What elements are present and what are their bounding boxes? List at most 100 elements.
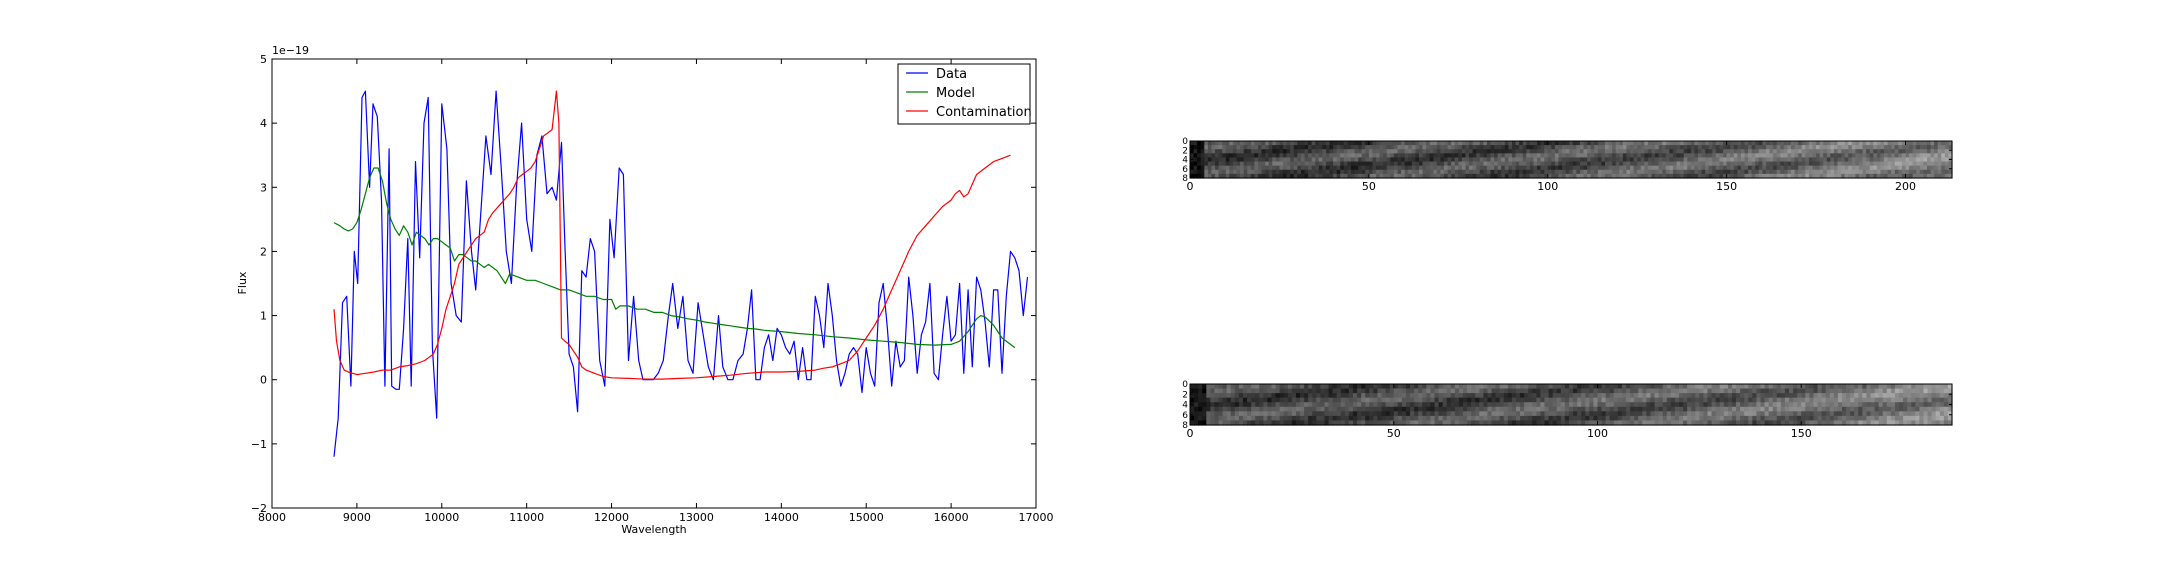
heatmap-cell bbox=[1204, 153, 1209, 159]
heatmap-cell bbox=[1537, 141, 1542, 146]
heatmap-cell bbox=[1275, 393, 1281, 399]
heatmap-cell bbox=[1562, 141, 1567, 146]
heatmap-cell bbox=[1190, 384, 1195, 390]
heatmap-cell bbox=[1583, 149, 1588, 154]
heatmap-cell bbox=[1593, 411, 1599, 417]
heatmap-cell bbox=[1647, 153, 1653, 159]
heatmap-cell bbox=[1379, 161, 1384, 167]
heatmap-cell bbox=[1383, 169, 1388, 175]
heatmap-cell bbox=[1293, 165, 1298, 171]
heatmap-cell bbox=[1837, 397, 1843, 403]
heatmap-cell bbox=[1615, 145, 1620, 150]
heatmap-cell bbox=[1236, 149, 1241, 154]
heatmap-cell bbox=[1544, 165, 1549, 171]
heatmap-cell bbox=[1736, 406, 1741, 412]
heatmap-cell bbox=[1733, 157, 1738, 163]
heatmap-cell bbox=[1515, 149, 1520, 154]
heatmap-cell bbox=[1830, 149, 1835, 154]
heatmap-cell bbox=[1748, 169, 1753, 175]
heatmap-cell bbox=[1794, 161, 1799, 167]
heatmap-cell bbox=[1808, 145, 1814, 150]
heatmap-cell bbox=[1638, 397, 1643, 403]
heatmap-cell bbox=[1870, 393, 1876, 399]
heatmap-cell bbox=[1662, 157, 1667, 163]
heatmap-cell bbox=[1261, 157, 1266, 163]
heatmap-cell bbox=[1532, 406, 1537, 412]
heatmap-cell bbox=[1760, 384, 1766, 390]
heatmap-cell bbox=[1873, 161, 1878, 167]
heatmap-cell bbox=[1707, 411, 1713, 417]
heatmap-cell bbox=[1344, 384, 1350, 390]
heatmap-cell bbox=[1687, 384, 1692, 390]
heatmap-cell bbox=[1265, 169, 1270, 175]
heatmap-cell bbox=[1821, 420, 1827, 426]
heatmap-cell bbox=[1222, 397, 1228, 403]
heatmap-cell bbox=[1211, 157, 1216, 163]
heatmap-cell bbox=[1504, 141, 1509, 146]
heatmap-cell bbox=[1247, 161, 1252, 167]
heatmap-cell bbox=[1736, 397, 1741, 403]
heatmap-cell bbox=[1347, 153, 1352, 159]
heatmap-cell bbox=[1719, 388, 1725, 394]
heatmap-cell bbox=[1377, 388, 1383, 394]
heatmap-cell bbox=[1336, 157, 1341, 163]
heatmap-cell bbox=[1715, 411, 1721, 417]
heatmap-cell bbox=[1254, 145, 1259, 150]
heatmap-cell bbox=[1846, 411, 1851, 417]
heatmap-cell bbox=[1912, 173, 1917, 179]
heatmap-cell bbox=[1719, 397, 1725, 403]
heatmap-cell bbox=[1524, 397, 1529, 403]
heatmap-cell bbox=[1503, 388, 1509, 394]
heatmap-cell bbox=[1608, 141, 1613, 146]
heatmap-cell bbox=[1608, 173, 1613, 179]
heatmap-cell bbox=[1393, 406, 1399, 412]
heatmap-cell bbox=[1665, 165, 1670, 171]
heatmap-cell bbox=[1784, 393, 1790, 399]
heatmap-cell bbox=[1698, 153, 1703, 159]
heatmap-cell bbox=[1791, 141, 1796, 146]
heatmap-cell bbox=[1515, 420, 1521, 426]
heatmap-cell bbox=[1787, 169, 1792, 175]
heatmap-cell bbox=[1204, 165, 1209, 171]
heatmap-cell bbox=[1776, 384, 1782, 390]
heatmap-cell bbox=[1568, 397, 1574, 403]
heatmap-cell bbox=[1376, 161, 1381, 167]
heatmap-cell bbox=[1438, 384, 1444, 390]
heatmap-cell bbox=[1744, 411, 1749, 417]
heatmap-cell bbox=[1597, 406, 1603, 412]
heatmap-cell bbox=[1594, 165, 1599, 171]
heatmap-cell bbox=[1340, 406, 1346, 412]
heatmap-cell bbox=[1690, 141, 1696, 146]
heatmap-cell bbox=[1587, 165, 1592, 171]
heatmap-cell bbox=[1343, 173, 1349, 179]
heatmap-cell bbox=[1923, 157, 1928, 163]
heatmap-cell bbox=[1250, 149, 1255, 154]
heatmap-cell bbox=[1911, 397, 1916, 403]
heatmap-cell bbox=[1318, 145, 1323, 150]
heatmap-cell bbox=[1876, 157, 1882, 163]
heatmap-cell bbox=[1576, 161, 1581, 167]
heatmap-cell bbox=[1801, 149, 1806, 154]
heatmap-cell bbox=[1731, 393, 1737, 399]
heatmap-cell bbox=[1715, 161, 1721, 167]
heatmap-cell bbox=[1352, 397, 1358, 403]
heatmap-cell bbox=[1475, 406, 1480, 412]
heatmap-cell bbox=[1634, 415, 1639, 422]
heatmap-cell bbox=[1200, 141, 1205, 146]
heatmap-cell bbox=[1479, 145, 1484, 150]
heatmap-cell bbox=[1200, 165, 1205, 171]
heatmap-cell bbox=[1744, 406, 1749, 412]
legend-box bbox=[897, 63, 1031, 125]
heatmap-cell bbox=[1740, 411, 1745, 417]
heatmap-cell bbox=[1511, 388, 1517, 394]
heatmap-cell bbox=[1524, 393, 1529, 399]
heatmap-cell bbox=[1193, 149, 1198, 154]
heatmap-cell bbox=[1300, 388, 1305, 394]
heatmap-cell bbox=[1540, 153, 1545, 159]
heatmap-cell bbox=[1255, 397, 1260, 403]
legend-label-data: Data bbox=[936, 67, 967, 82]
heatmap-cell bbox=[1348, 388, 1354, 394]
heatmap-cell bbox=[1324, 420, 1330, 426]
heatmap-cell bbox=[1300, 384, 1305, 390]
